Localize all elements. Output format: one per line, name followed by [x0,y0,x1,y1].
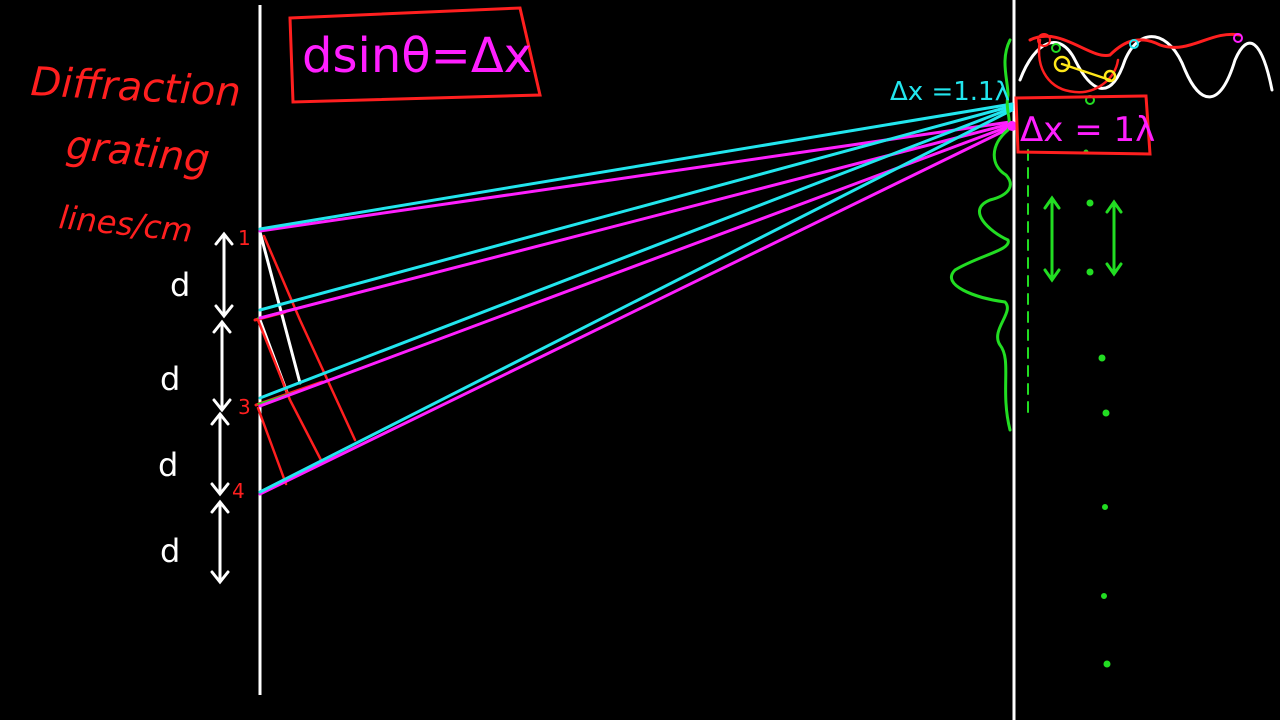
title-diffraction: Diffraction [29,59,241,116]
spacing-arrow-1 [214,231,234,319]
delta-x-cyan-label: Δx =1.1λ [890,77,1010,107]
red-loop [1037,38,1120,94]
cyan-ray-3 [258,106,1014,400]
spacing-arrow-4 [210,499,230,585]
formula-text: dsinθ=Δx [302,28,532,84]
cyan-ray-4 [258,108,1014,494]
slit-label-4: 4 [232,479,245,503]
spacing-label-3: d [158,446,178,484]
intensity-pattern [950,38,1012,432]
slit-label-3: 3 [238,395,251,419]
cyan-rays [258,102,1014,494]
delta-x-magenta-label: Δx = 1λ [1020,110,1155,150]
spacing-label-4: d [160,532,180,570]
magenta-ray-4 [258,126,1012,496]
magenta-ray-3 [258,124,1012,408]
cyan-ray-2 [258,104,1014,312]
white-wave [1018,35,1274,99]
spacing-label-2: d [160,360,180,398]
magenta-rays [258,120,1012,496]
fringe-arrow-right [1105,199,1123,277]
wave-sketch [1018,32,1274,105]
spacing-arrow-2 [212,319,232,413]
fringe-markers [1027,149,1123,668]
delta-x-magenta-box [1014,94,1152,156]
fringe-arrow-left [1043,195,1061,283]
title-grating: grating [64,122,212,183]
spacing-arrow-3 [210,411,230,497]
path-difference-construction [253,230,357,486]
formula-box [288,6,542,104]
magenta-focus-dot [1007,121,1017,131]
spacing-label-1: d [170,266,190,304]
spacing-arrows [210,231,234,585]
cyan-ray-1 [258,102,1014,231]
title-lines-per-cm: lines/cm [57,198,194,250]
slit-label-1: 1 [238,226,251,250]
